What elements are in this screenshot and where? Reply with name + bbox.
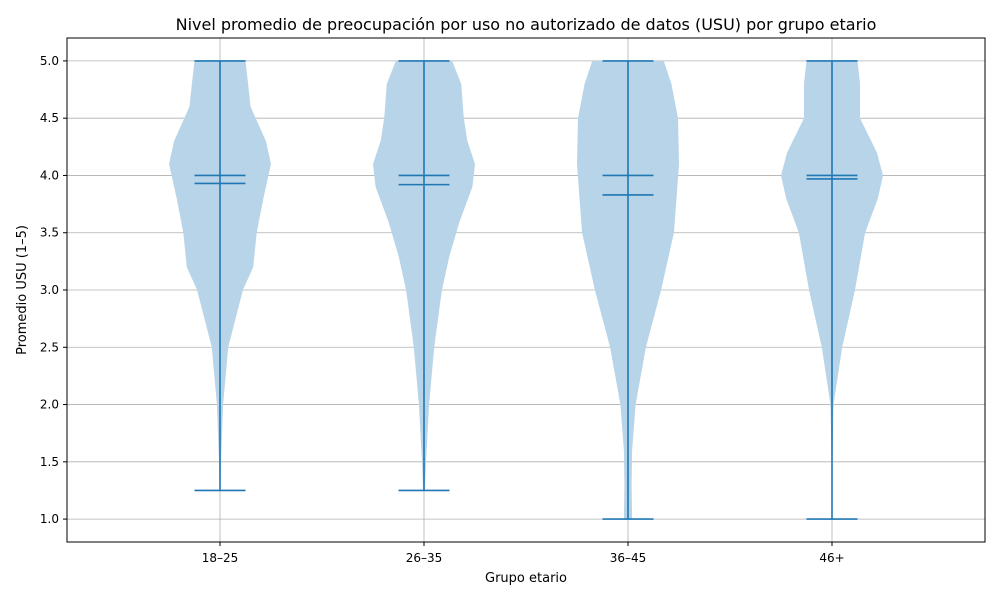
y-axis: 1.0 1.5 2.0 2.5 3.0 3.5 4.0 4.5 5.0 (40, 54, 67, 526)
x-tick-label: 36–45 (610, 551, 647, 565)
y-tick-label: 2.0 (40, 398, 59, 412)
x-tick-label: 26–35 (406, 551, 443, 565)
x-axis: 18–25 26–35 36–45 46+ (202, 542, 845, 565)
y-tick-label: 3.5 (40, 226, 59, 240)
y-tick-label: 1.0 (40, 512, 59, 526)
y-axis-label: Promedio USU (1–5) (15, 225, 30, 355)
chart-title: Nivel promedio de preocupación por uso n… (176, 15, 877, 34)
y-tick-label: 2.5 (40, 340, 59, 354)
x-tick-label: 18–25 (202, 551, 239, 565)
violins (169, 60, 883, 520)
y-tick-label: 1.5 (40, 455, 59, 469)
x-tick-label: 46+ (819, 551, 844, 565)
y-tick-label: 4.0 (40, 168, 59, 182)
x-axis-label: Grupo etario (485, 571, 567, 586)
y-tick-label: 3.0 (40, 283, 59, 297)
y-tick-label: 5.0 (40, 54, 59, 68)
y-tick-label: 4.5 (40, 111, 59, 125)
